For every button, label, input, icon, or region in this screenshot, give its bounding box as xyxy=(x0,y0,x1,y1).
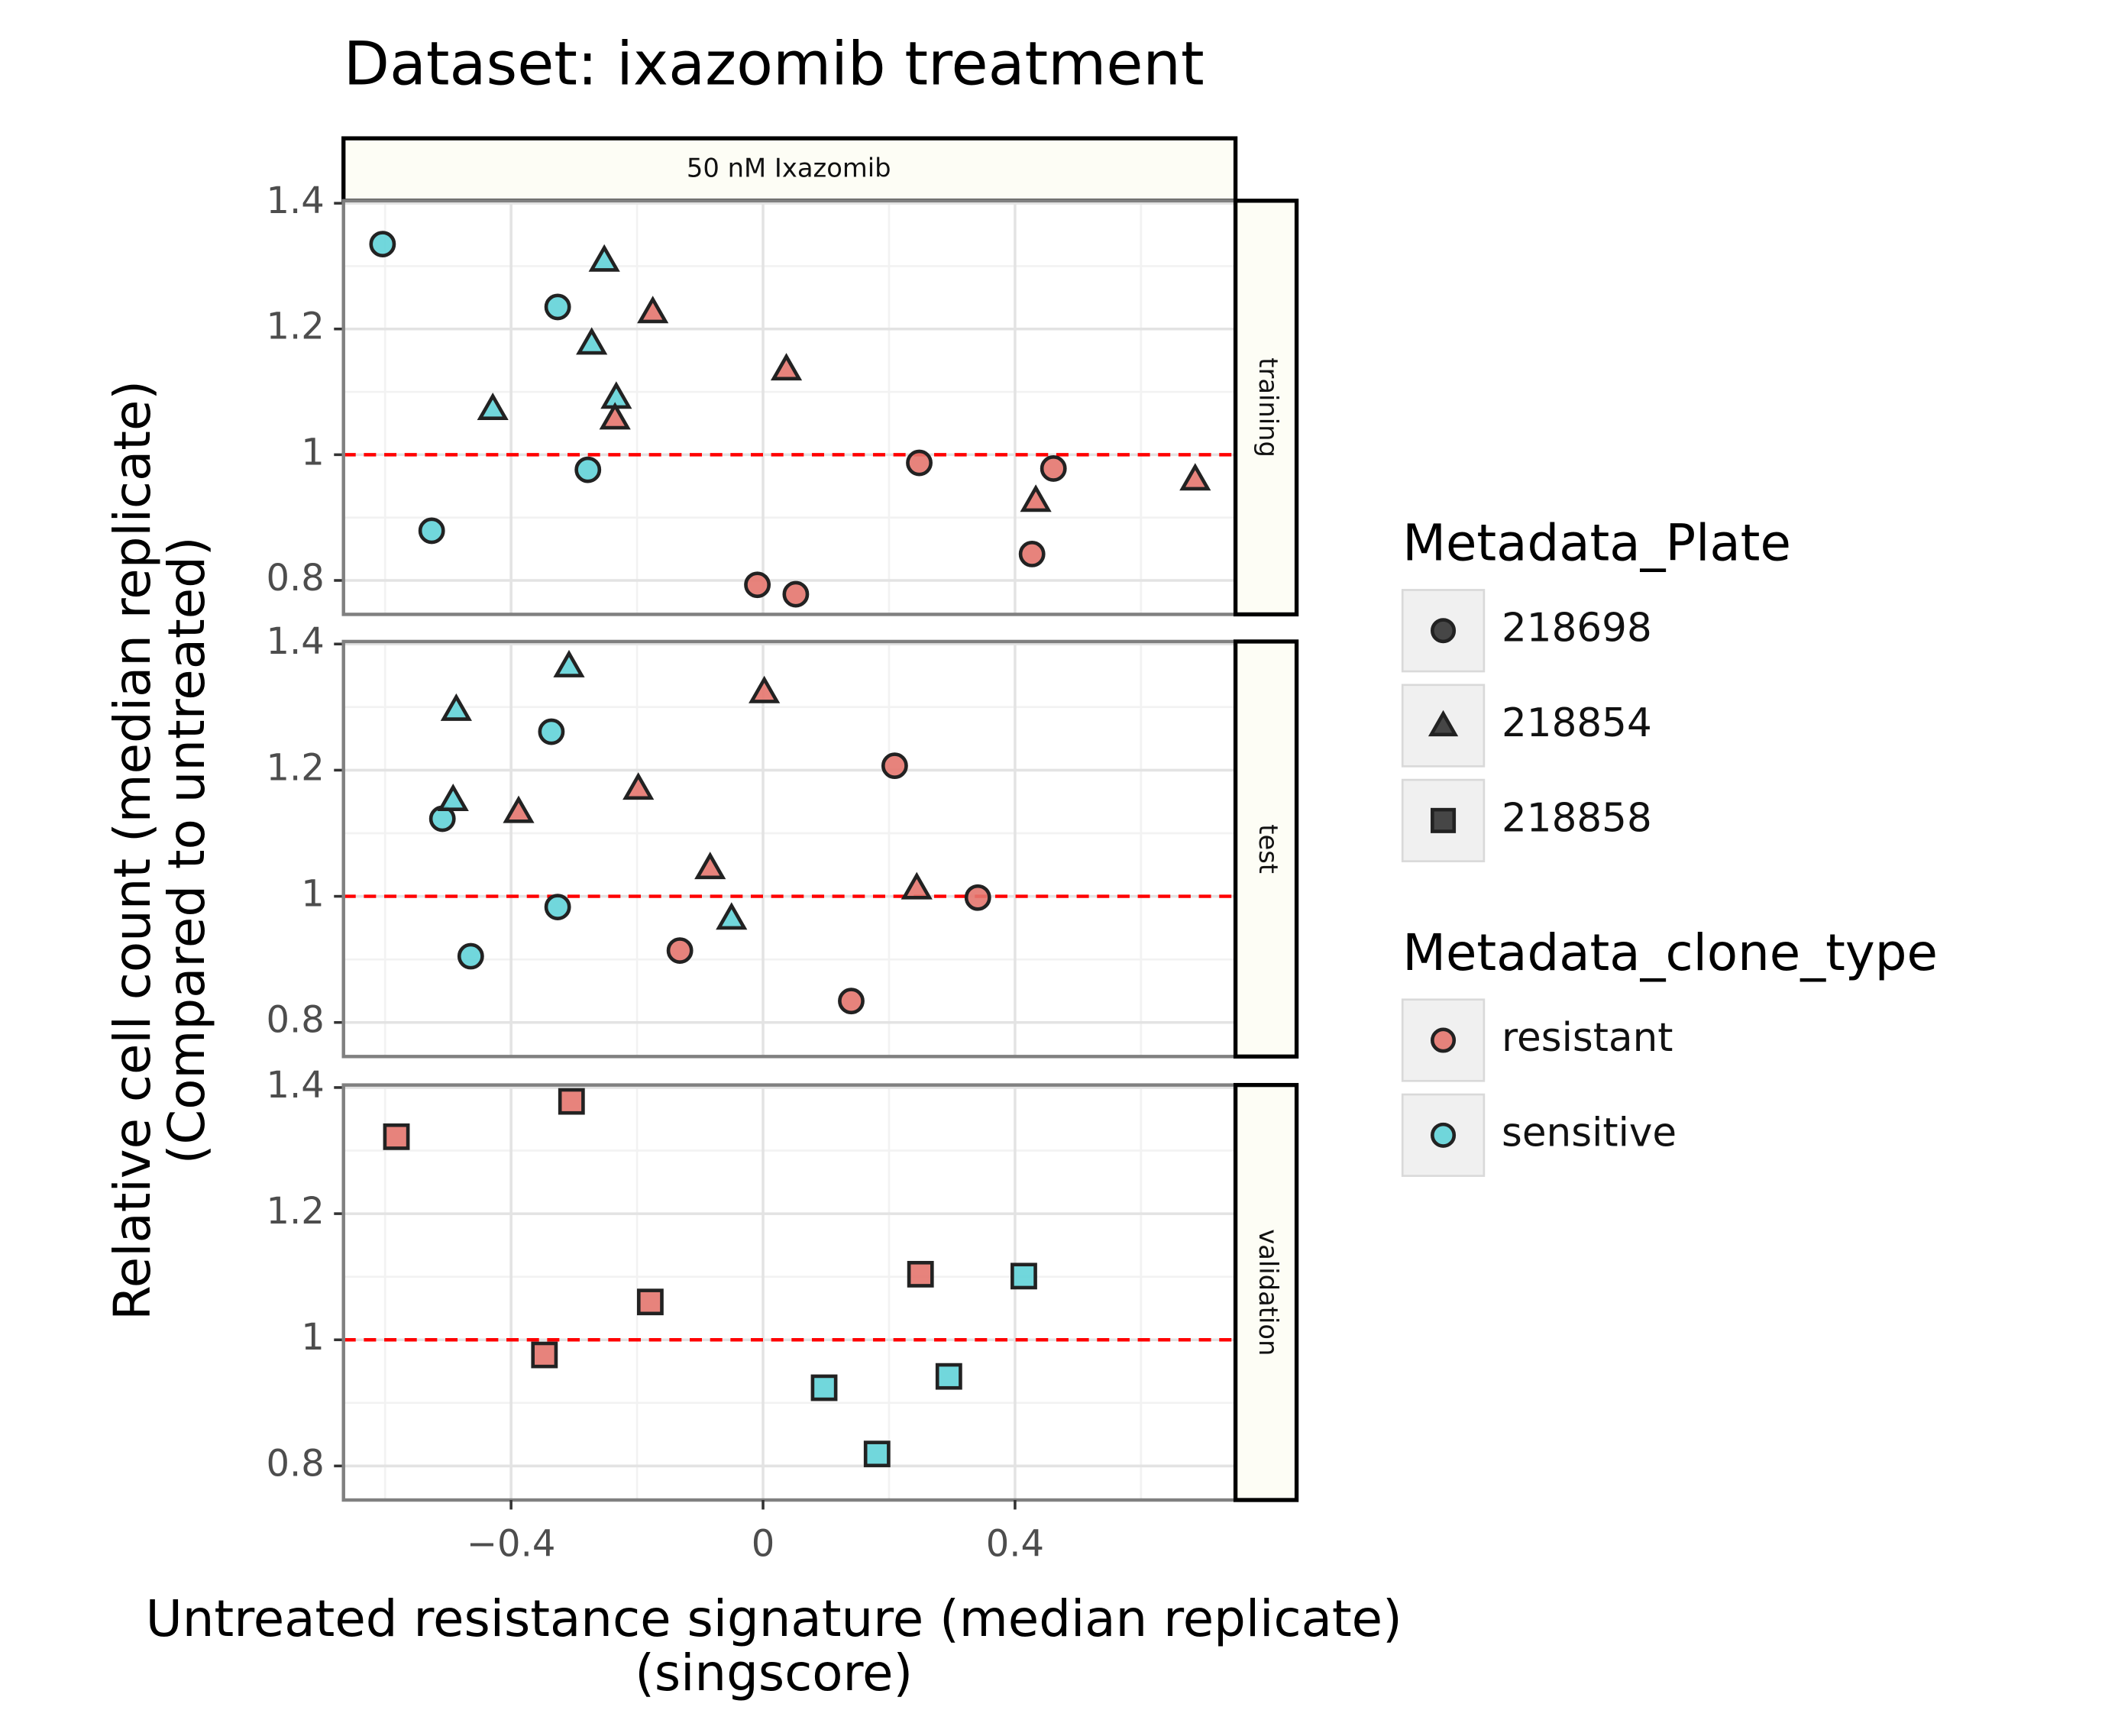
point xyxy=(770,353,803,381)
legend-symbol xyxy=(1431,1122,1457,1148)
y-tick-label: 0.8 xyxy=(267,557,325,600)
point xyxy=(838,988,865,1015)
legend-title: Metadata_clone_type xyxy=(1402,923,1938,982)
row-strip-label: test xyxy=(1253,824,1283,874)
x-tick-label: 0 xyxy=(752,1522,775,1565)
point xyxy=(666,937,694,964)
point xyxy=(538,718,565,745)
y-tick-label: 1.2 xyxy=(267,1190,325,1233)
legend-label: resistant xyxy=(1502,1015,1673,1061)
point xyxy=(457,942,484,970)
panel xyxy=(343,641,1236,1057)
point xyxy=(1018,541,1046,567)
point xyxy=(863,1440,891,1468)
panel xyxy=(343,1085,1236,1501)
y-tick-label: 1 xyxy=(301,873,325,916)
chart-title: Dataset: ixazomib treatment xyxy=(344,29,1205,99)
point xyxy=(1010,1262,1037,1290)
y-tick-label: 1 xyxy=(301,431,325,474)
point xyxy=(636,1288,664,1316)
legend-symbol xyxy=(1431,618,1457,644)
point xyxy=(437,783,469,811)
row-strip-label: validation xyxy=(1253,1229,1283,1356)
point xyxy=(576,327,608,355)
point xyxy=(599,402,631,430)
point xyxy=(694,852,726,880)
point xyxy=(503,795,535,823)
point xyxy=(544,894,571,921)
y-axis-title: (Compared to untreated) xyxy=(157,537,216,1165)
point xyxy=(637,296,669,324)
point xyxy=(574,456,602,483)
legend-label: 218698 xyxy=(1502,606,1652,651)
point xyxy=(544,293,571,321)
point xyxy=(881,752,908,780)
point xyxy=(553,649,585,677)
x-tick-label: 0.4 xyxy=(986,1522,1044,1565)
legend-label: 218858 xyxy=(1502,795,1652,841)
point xyxy=(477,393,509,421)
y-tick-label: 1.4 xyxy=(267,620,325,663)
point xyxy=(440,693,472,721)
legend-symbol xyxy=(1431,807,1457,833)
legend-label: 218854 xyxy=(1502,700,1652,746)
point xyxy=(622,772,655,800)
y-axis-title: Relative cell count (median replicate) xyxy=(103,380,162,1321)
point xyxy=(1179,463,1211,491)
y-tick-label: 1.2 xyxy=(267,305,325,348)
panel xyxy=(343,200,1236,615)
point xyxy=(744,571,771,599)
legend-label: sensitive xyxy=(1502,1110,1677,1156)
y-tick-label: 1.4 xyxy=(267,1064,325,1107)
point xyxy=(369,231,396,258)
row-strip xyxy=(1233,199,1299,617)
row-strip-label: training xyxy=(1253,357,1283,457)
point xyxy=(418,517,445,545)
legend-symbol xyxy=(1431,1027,1457,1053)
legend-key xyxy=(1401,998,1486,1082)
point xyxy=(906,449,933,477)
point xyxy=(749,675,781,703)
y-tick-label: 0.8 xyxy=(267,1442,325,1485)
point xyxy=(588,244,620,272)
point xyxy=(531,1341,558,1369)
point xyxy=(782,580,810,608)
column-strip-label: 50 nM Ixazomib xyxy=(687,153,891,183)
point xyxy=(1040,455,1067,482)
y-tick-label: 1.4 xyxy=(267,179,325,222)
point xyxy=(901,871,933,900)
x-axis-title: Untreated resistance signature (median r… xyxy=(146,1589,1402,1648)
row-strip xyxy=(1233,1082,1299,1502)
legend-title: Metadata_Plate xyxy=(1402,514,1791,573)
point xyxy=(907,1260,934,1288)
y-tick-label: 0.8 xyxy=(267,999,325,1042)
point xyxy=(1020,484,1052,512)
y-tick-label: 1 xyxy=(301,1316,325,1359)
point xyxy=(716,902,748,930)
point xyxy=(383,1123,410,1150)
column-strip xyxy=(341,136,1238,203)
point xyxy=(964,884,991,911)
point xyxy=(558,1088,585,1115)
point xyxy=(810,1374,838,1401)
point xyxy=(935,1363,962,1390)
x-axis-title: (singscore) xyxy=(635,1644,913,1702)
row-strip xyxy=(1233,639,1299,1059)
x-tick-label: −0.4 xyxy=(467,1522,556,1565)
legend-symbol xyxy=(1428,710,1459,737)
y-tick-label: 1.2 xyxy=(267,746,325,789)
